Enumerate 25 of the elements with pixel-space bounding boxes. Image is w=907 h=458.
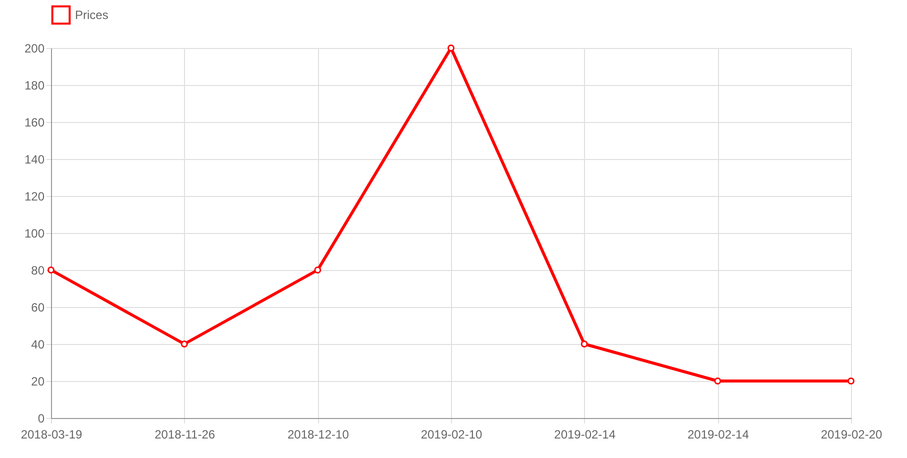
y-tick-label: 60 [31, 300, 45, 314]
y-tick-label: 0 [38, 412, 45, 426]
y-tick-label: 140 [24, 152, 45, 166]
x-tick-label: 2019-02-10 [420, 428, 483, 442]
point [580, 340, 588, 348]
y-tick-label: 160 [24, 116, 45, 130]
y-tick-label: 40 [31, 338, 45, 352]
x-tick-label: 2018-03-19 [20, 428, 83, 442]
point [448, 44, 454, 52]
point [714, 378, 722, 384]
x-tick-label: 2019-02-14 [687, 428, 750, 442]
y-tick-label: 20 [31, 374, 45, 388]
y-tick-label: 120 [24, 190, 45, 204]
x-tick-label: 2018-12-10 [287, 428, 350, 442]
point [848, 378, 854, 384]
x-tick-label: 2019-02-14 [554, 428, 616, 442]
x-tick-label: 2018-11-26 [154, 428, 216, 442]
point [314, 266, 322, 274]
y-tick-label: 80 [31, 264, 45, 278]
y-tick-label: 200 [24, 42, 45, 56]
legend-label: Prices [75, 8, 108, 22]
y-tick-label: 180 [24, 78, 45, 92]
y-tick-label: 100 [24, 226, 45, 240]
x-tick-label: 2019-02-20 [820, 428, 883, 442]
point [180, 340, 188, 348]
